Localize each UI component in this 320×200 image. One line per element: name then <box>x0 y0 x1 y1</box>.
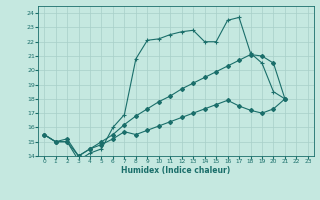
X-axis label: Humidex (Indice chaleur): Humidex (Indice chaleur) <box>121 166 231 175</box>
